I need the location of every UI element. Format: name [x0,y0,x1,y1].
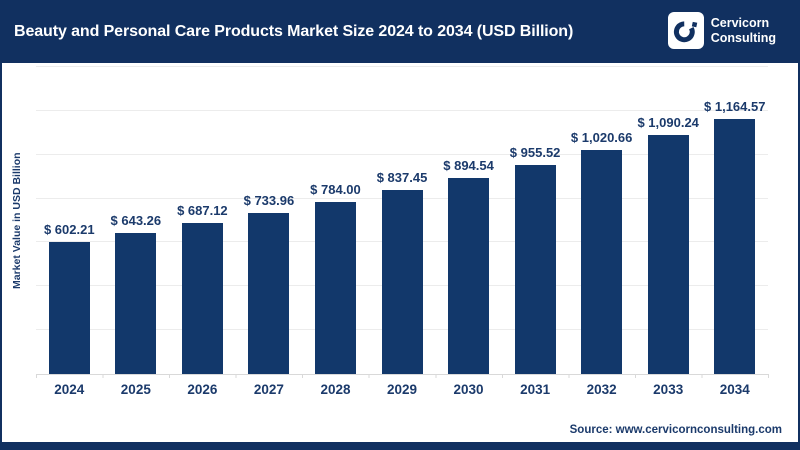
bar-value-label-2030: $ 894.54 [443,157,494,173]
logo-text-line1: Cervicorn [710,16,770,31]
footer-bar [0,442,800,450]
y-axis-title: Market Value in USD Billion [11,152,23,289]
header: Beauty and Personal Care Products Market… [0,0,800,63]
gridline-1000 [36,153,768,155]
bars-container: $ 602.21 $ 643.26 $ 687.12 $ 733.96 $ 784.00… [36,67,768,374]
bar-slot-2027: $ 733.96 [236,67,303,374]
logo-text-line2: Consulting [710,30,776,45]
bar-slot-2028: $ 784.00 [302,67,369,374]
bar-value-label-2025: $ 643.26 [110,212,162,228]
bar-slot-2032: $ 1,020.66 [568,67,635,374]
bar-2027 [248,213,290,374]
x-axis-label-2025: 2025 [120,382,151,397]
bar-slot-2030: $ 894.54 [435,67,502,374]
bar-value-label-2028: $ 784.00 [310,182,361,198]
gridline-1400 [36,66,768,67]
x-axis-ticks [36,374,769,378]
x-axis-label-2028: 2028 [320,382,351,397]
plot-area: $ 602.21 $ 643.26 $ 687.12 $ 733.96 $ 784.00… [36,66,768,374]
bar-value-label-2029: $ 837.45 [376,170,428,186]
logo-text: Cervicorn Consulting [711,16,776,45]
x-axis-labels: 2024 2025 2026 2027 2028 2029 2030 2031 2032 2033… [36,382,768,397]
c-ring-icon [673,20,697,42]
bar-2034 [714,118,756,374]
x-axis-label-2026: 2026 [187,382,218,397]
bar-slot-2031: $ 955.52 [502,67,569,374]
bar-2025 [115,232,157,374]
bar-value-label-2034: $ 1,164.57 [704,98,766,114]
bar-slot-2033: $ 1,090.24 [635,67,702,374]
bar-2028 [314,202,356,374]
bar-2030 [448,177,490,374]
bar-value-label-2024: $ 602.21 [43,221,95,237]
x-axis-label-2027: 2027 [253,382,284,397]
bar-value-label-2026: $ 687.12 [177,203,228,219]
chart-title: Beauty and Personal Care Products Market… [14,22,574,40]
bar-value-label-2033: $ 1,090.24 [637,114,699,130]
x-axis-label-2024: 2024 [54,382,85,397]
right-border [798,0,800,450]
bar-2031 [514,164,556,374]
bar-value-label-2031: $ 955.52 [509,144,561,160]
bar-slot-2034: $ 1,164.57 [701,67,768,374]
cervicorn-logo-icon [667,12,704,49]
bar-2033 [647,134,689,374]
bar-2029 [381,190,423,374]
x-axis-label-2033: 2033 [653,382,684,397]
x-axis-label-2034: 2034 [719,382,750,397]
left-border [0,0,2,450]
bar-slot-2029: $ 837.45 [369,67,436,374]
source-note: Source: www.cervicornconsulting.com [569,424,782,436]
bar-2024 [48,241,90,374]
x-axis-label-2032: 2032 [586,382,617,397]
x-axis-label-2029: 2029 [386,382,418,397]
cervicorn-logo: Cervicorn Consulting [667,12,776,49]
x-axis-label-2031: 2031 [520,382,551,397]
bar-slot-2025: $ 643.26 [103,67,170,374]
bar-2026 [181,223,223,374]
bar-slot-2024: $ 602.21 [36,67,103,374]
bar-value-label-2027: $ 733.96 [243,193,295,209]
bar-slot-2026: $ 687.12 [169,67,236,374]
bar-value-label-2032: $ 1,020.66 [570,130,633,146]
x-axis-label-2030: 2030 [453,382,484,397]
bar-2032 [581,150,623,374]
gridline-1200 [36,109,768,111]
